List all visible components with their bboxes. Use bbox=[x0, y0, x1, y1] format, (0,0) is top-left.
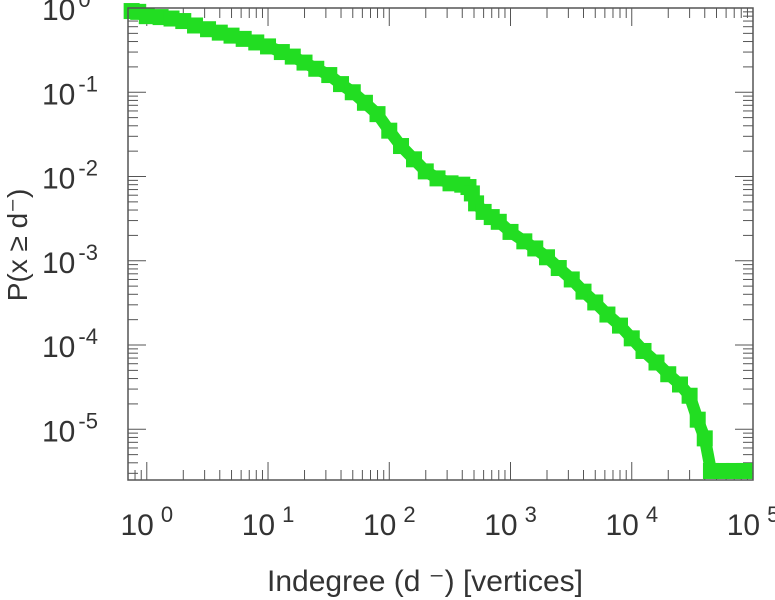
data-point bbox=[356, 94, 373, 111]
data-point bbox=[260, 38, 277, 55]
data-point bbox=[344, 84, 361, 101]
data-point bbox=[623, 330, 640, 347]
y-tick-label: 10 -3 bbox=[42, 240, 98, 280]
data-point bbox=[308, 60, 325, 77]
y-tick-label: 100 bbox=[42, 0, 91, 27]
axis-ticks bbox=[127, 7, 754, 480]
x-tick-label: 10 2 bbox=[363, 502, 416, 542]
tick-labels: 100 101 102 103 104 105 100 10-1 10-2 10-3 10-4 10-… bbox=[42, 0, 775, 542]
data-point bbox=[223, 27, 240, 44]
plot-frame bbox=[127, 7, 754, 481]
data-point bbox=[713, 462, 730, 479]
y-axis-label: P(x ≥ d⁻) bbox=[2, 189, 33, 302]
data-point bbox=[502, 223, 519, 240]
data-point bbox=[187, 17, 204, 34]
data-point bbox=[612, 317, 629, 334]
x-tick-label: 10 3 bbox=[484, 502, 537, 542]
data-point bbox=[406, 151, 423, 168]
data-point bbox=[393, 138, 410, 155]
x-tick-label: 10 1 bbox=[242, 502, 295, 542]
data-point bbox=[736, 462, 753, 479]
y-tick-label: 10 -5 bbox=[42, 408, 98, 448]
series-line bbox=[130, 5, 745, 477]
data-point bbox=[587, 294, 604, 311]
y-tick-label: 10 -4 bbox=[42, 324, 98, 364]
data-point bbox=[369, 106, 386, 123]
data-point bbox=[689, 411, 706, 428]
data-point bbox=[635, 342, 652, 359]
data-point bbox=[429, 170, 446, 187]
data-point bbox=[550, 260, 567, 277]
data-point bbox=[696, 430, 713, 447]
x-tick-label: 10 5 bbox=[727, 502, 775, 542]
data-point bbox=[235, 30, 252, 47]
data-point bbox=[599, 306, 616, 323]
x-tick-label: 10 0 bbox=[120, 502, 173, 542]
data-point bbox=[381, 122, 398, 139]
data-point bbox=[563, 271, 580, 288]
data-point bbox=[681, 387, 698, 404]
data-point bbox=[138, 8, 155, 25]
x-tick-label: 10 4 bbox=[605, 502, 658, 542]
data-series bbox=[123, 3, 753, 479]
y-tick-label: 10 -1 bbox=[42, 71, 98, 111]
x-axis-label: Indegree (d ⁻) [vertices] bbox=[267, 565, 583, 598]
y-tick-label: 10 -2 bbox=[42, 156, 98, 196]
